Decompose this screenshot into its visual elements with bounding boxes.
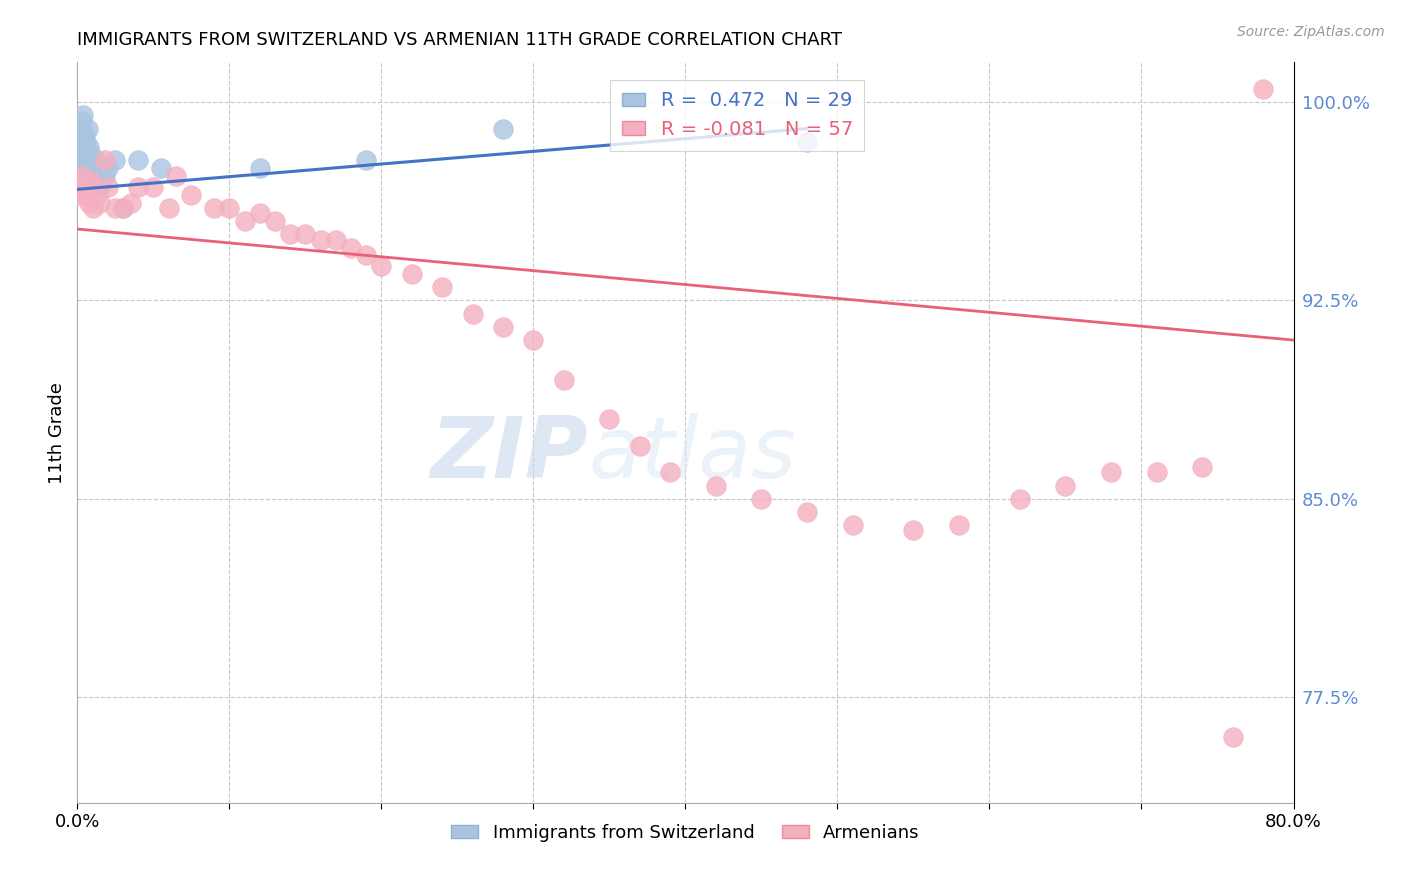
Point [796, 505, 818, 519]
Point [111, 201, 134, 215]
Point [75, 187, 97, 202]
Point [1146, 465, 1168, 479]
Point [751, 491, 773, 506]
Point [89, 195, 111, 210]
Point [83, 174, 105, 188]
Legend: Immigrants from Switzerland, Armenians: Immigrants from Switzerland, Armenians [444, 817, 927, 849]
Point [75, 135, 97, 149]
Point [104, 153, 127, 168]
Point [354, 248, 377, 262]
Point [79, 195, 101, 210]
Point [157, 201, 180, 215]
Point [553, 373, 575, 387]
Point [1251, 82, 1274, 96]
Point [249, 161, 271, 176]
Point [841, 518, 863, 533]
Point [370, 259, 392, 273]
Point [704, 478, 727, 492]
Point [309, 233, 332, 247]
Point [93, 153, 115, 168]
Point [72, 108, 94, 122]
Point [75, 161, 97, 176]
Y-axis label: 11th Grade: 11th Grade [48, 382, 66, 483]
Point [83, 179, 105, 194]
Point [1054, 478, 1077, 492]
Point [492, 121, 515, 136]
Point [80, 148, 103, 162]
Point [79, 140, 101, 154]
Point [149, 161, 172, 176]
Point [903, 524, 925, 538]
Point [294, 227, 316, 242]
Point [67, 153, 90, 168]
Point [948, 518, 970, 533]
Point [1191, 460, 1213, 475]
Point [80, 174, 103, 188]
Point [492, 319, 515, 334]
Point [278, 227, 301, 242]
Point [127, 153, 149, 168]
Point [69, 121, 91, 136]
Point [659, 465, 682, 479]
Point [127, 179, 149, 194]
Point [218, 201, 240, 215]
Point [73, 148, 96, 162]
Point [73, 127, 96, 141]
Point [354, 153, 377, 168]
Point [72, 179, 94, 194]
Point [628, 439, 651, 453]
Point [77, 179, 100, 194]
Point [180, 187, 202, 202]
Point [89, 179, 111, 194]
Point [340, 240, 363, 255]
Point [67, 174, 90, 188]
Point [430, 280, 453, 294]
Point [120, 195, 142, 210]
Text: IMMIGRANTS FROM SWITZERLAND VS ARMENIAN 11TH GRADE CORRELATION CHART: IMMIGRANTS FROM SWITZERLAND VS ARMENIAN … [77, 31, 842, 49]
Point [69, 187, 91, 202]
Point [249, 206, 271, 220]
Point [104, 201, 127, 215]
Point [72, 127, 94, 141]
Point [461, 307, 484, 321]
Text: Source: ZipAtlas.com: Source: ZipAtlas.com [1237, 25, 1385, 39]
Point [1099, 465, 1122, 479]
Point [165, 169, 187, 183]
Point [93, 169, 115, 183]
Point [1222, 730, 1244, 744]
Point [97, 179, 120, 194]
Point [1008, 491, 1031, 506]
Point [73, 174, 96, 188]
Point [97, 161, 120, 176]
Point [264, 214, 287, 228]
Point [111, 201, 134, 215]
Point [401, 267, 423, 281]
Point [325, 233, 347, 247]
Point [86, 153, 108, 168]
Point [796, 135, 818, 149]
Point [202, 201, 225, 215]
Text: atlas: atlas [588, 413, 796, 496]
Point [598, 412, 620, 426]
Point [522, 333, 544, 347]
Point [142, 179, 165, 194]
Point [82, 201, 104, 215]
Point [69, 143, 91, 157]
Point [233, 214, 256, 228]
Text: ZIP: ZIP [430, 413, 588, 496]
Point [86, 187, 108, 202]
Point [70, 113, 93, 128]
Point [70, 169, 93, 183]
Point [77, 121, 100, 136]
Point [77, 153, 100, 168]
Point [82, 161, 104, 176]
Point [70, 135, 93, 149]
